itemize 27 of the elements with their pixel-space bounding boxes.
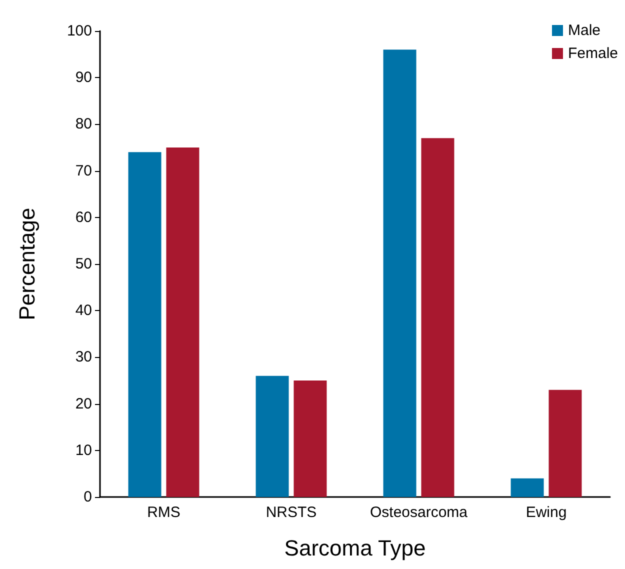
x-tick-label: RMS <box>147 504 180 521</box>
y-tick-label: 60 <box>75 208 92 226</box>
x-tick-label: NRSTS <box>266 504 317 521</box>
y-tick-label: 80 <box>75 116 92 133</box>
y-tick-label: 90 <box>75 69 92 86</box>
y-tick-label: 10 <box>75 442 92 459</box>
y-tick-label: 100 <box>66 22 92 40</box>
bar <box>128 152 162 497</box>
y-tick-label: 50 <box>75 256 92 272</box>
bar <box>510 478 544 497</box>
bar <box>383 50 416 497</box>
legend-label: Female <box>568 45 618 62</box>
y-tick-label: 30 <box>75 348 92 366</box>
y-tick-label: 20 <box>75 395 92 412</box>
bar <box>256 376 289 497</box>
legend-label: Male <box>568 22 600 39</box>
y-tick-label: 40 <box>75 302 92 320</box>
x-axis-title: Sarcoma Type <box>284 536 426 560</box>
bar <box>294 380 327 497</box>
y-axis-title: Percentage <box>14 208 40 320</box>
x-tick-label: Ewing <box>526 504 567 521</box>
bar <box>166 148 200 497</box>
bar <box>421 138 454 497</box>
x-tick-label: Osteosarcoma <box>370 504 468 521</box>
y-tick-label: 0 <box>84 488 92 506</box>
bar <box>548 390 582 497</box>
y-tick-label: 70 <box>75 162 92 180</box>
